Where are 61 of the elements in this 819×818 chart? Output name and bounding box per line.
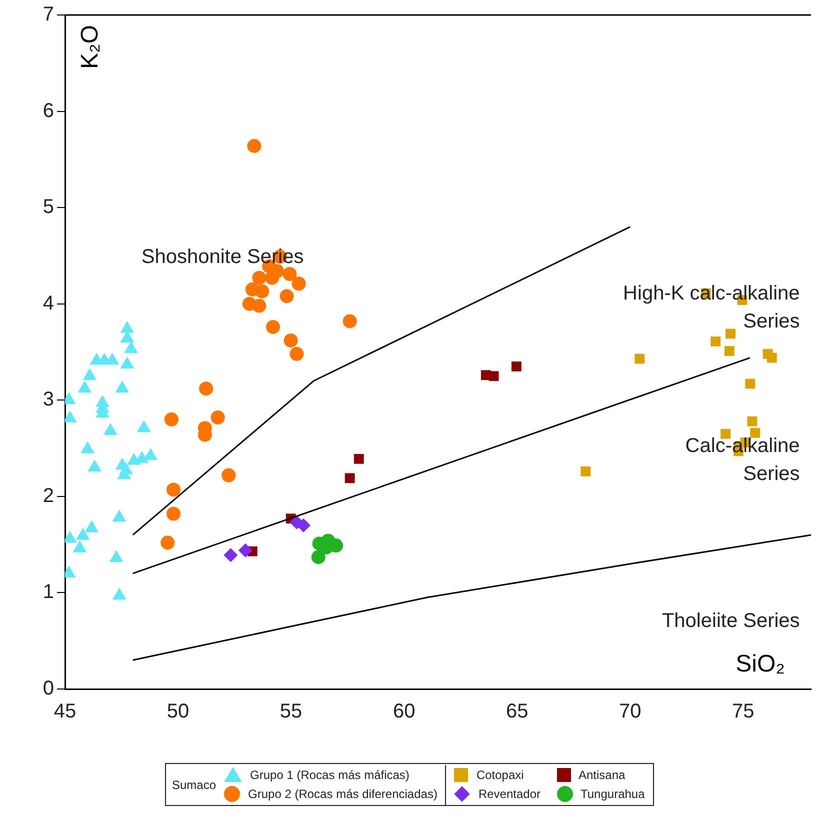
- point: [747, 416, 758, 426]
- point: [247, 138, 262, 153]
- point: [724, 346, 734, 356]
- y-tick-label: 1: [42, 581, 54, 604]
- point: [580, 466, 591, 476]
- x-tick-label: 75: [732, 700, 754, 723]
- y-tick-label: 5: [42, 196, 54, 218]
- point: [252, 298, 266, 313]
- y-tick-label: 6: [42, 100, 54, 122]
- y-axis-title: K₂O: [76, 25, 104, 69]
- legend-label: Reventador: [478, 786, 540, 800]
- point: [710, 336, 721, 346]
- legend-label: Grupo 1 (Rocas más máficas): [250, 768, 410, 782]
- legend-label: Tungurahua: [580, 786, 645, 800]
- point: [199, 382, 214, 396]
- point: [282, 267, 297, 282]
- point: [311, 550, 326, 564]
- point: [292, 276, 306, 291]
- point: [160, 536, 175, 550]
- point: [252, 270, 266, 285]
- point: [726, 328, 736, 339]
- point: [344, 473, 355, 484]
- x-tick-label: 45: [54, 700, 76, 723]
- point: [210, 410, 225, 424]
- legend-title: Sumaco: [171, 778, 216, 792]
- point: [290, 515, 304, 530]
- point: [222, 468, 236, 482]
- x-tick-label: 50: [166, 700, 190, 723]
- annotation: Tholeiite Series: [662, 610, 800, 632]
- y-tick-label: 2: [42, 484, 54, 507]
- point: [265, 270, 280, 285]
- legend-label: Cotopaxi: [476, 768, 524, 782]
- x-tick-label: 60: [392, 700, 416, 723]
- point: [166, 482, 181, 497]
- point: [342, 314, 357, 328]
- y-tick-label: 3: [42, 388, 54, 411]
- x-tick-label: 65: [506, 700, 528, 723]
- point: [224, 548, 238, 562]
- y-tick-label: 4: [42, 292, 54, 314]
- y-tick-label: 7: [42, 4, 54, 26]
- point: [238, 543, 252, 558]
- point: [354, 454, 364, 464]
- point: [166, 506, 181, 521]
- x-tick-label: 55: [280, 700, 302, 723]
- point: [280, 289, 294, 304]
- point: [511, 361, 522, 372]
- point: [266, 320, 280, 334]
- point: [290, 346, 304, 361]
- point: [750, 428, 760, 438]
- point: [255, 284, 270, 298]
- point: [488, 371, 499, 382]
- legend-label: Antisana: [578, 768, 626, 782]
- point: [745, 378, 756, 389]
- point: [634, 354, 645, 364]
- point: [766, 352, 777, 363]
- legend-label: Grupo 2 (Rocas más diferenciadas): [248, 787, 438, 801]
- x-axis-title: SiO₂: [736, 650, 785, 678]
- point: [164, 412, 178, 426]
- y-tick-label: 0: [42, 678, 54, 700]
- point: [284, 333, 298, 348]
- x-tick-label: 70: [619, 700, 642, 723]
